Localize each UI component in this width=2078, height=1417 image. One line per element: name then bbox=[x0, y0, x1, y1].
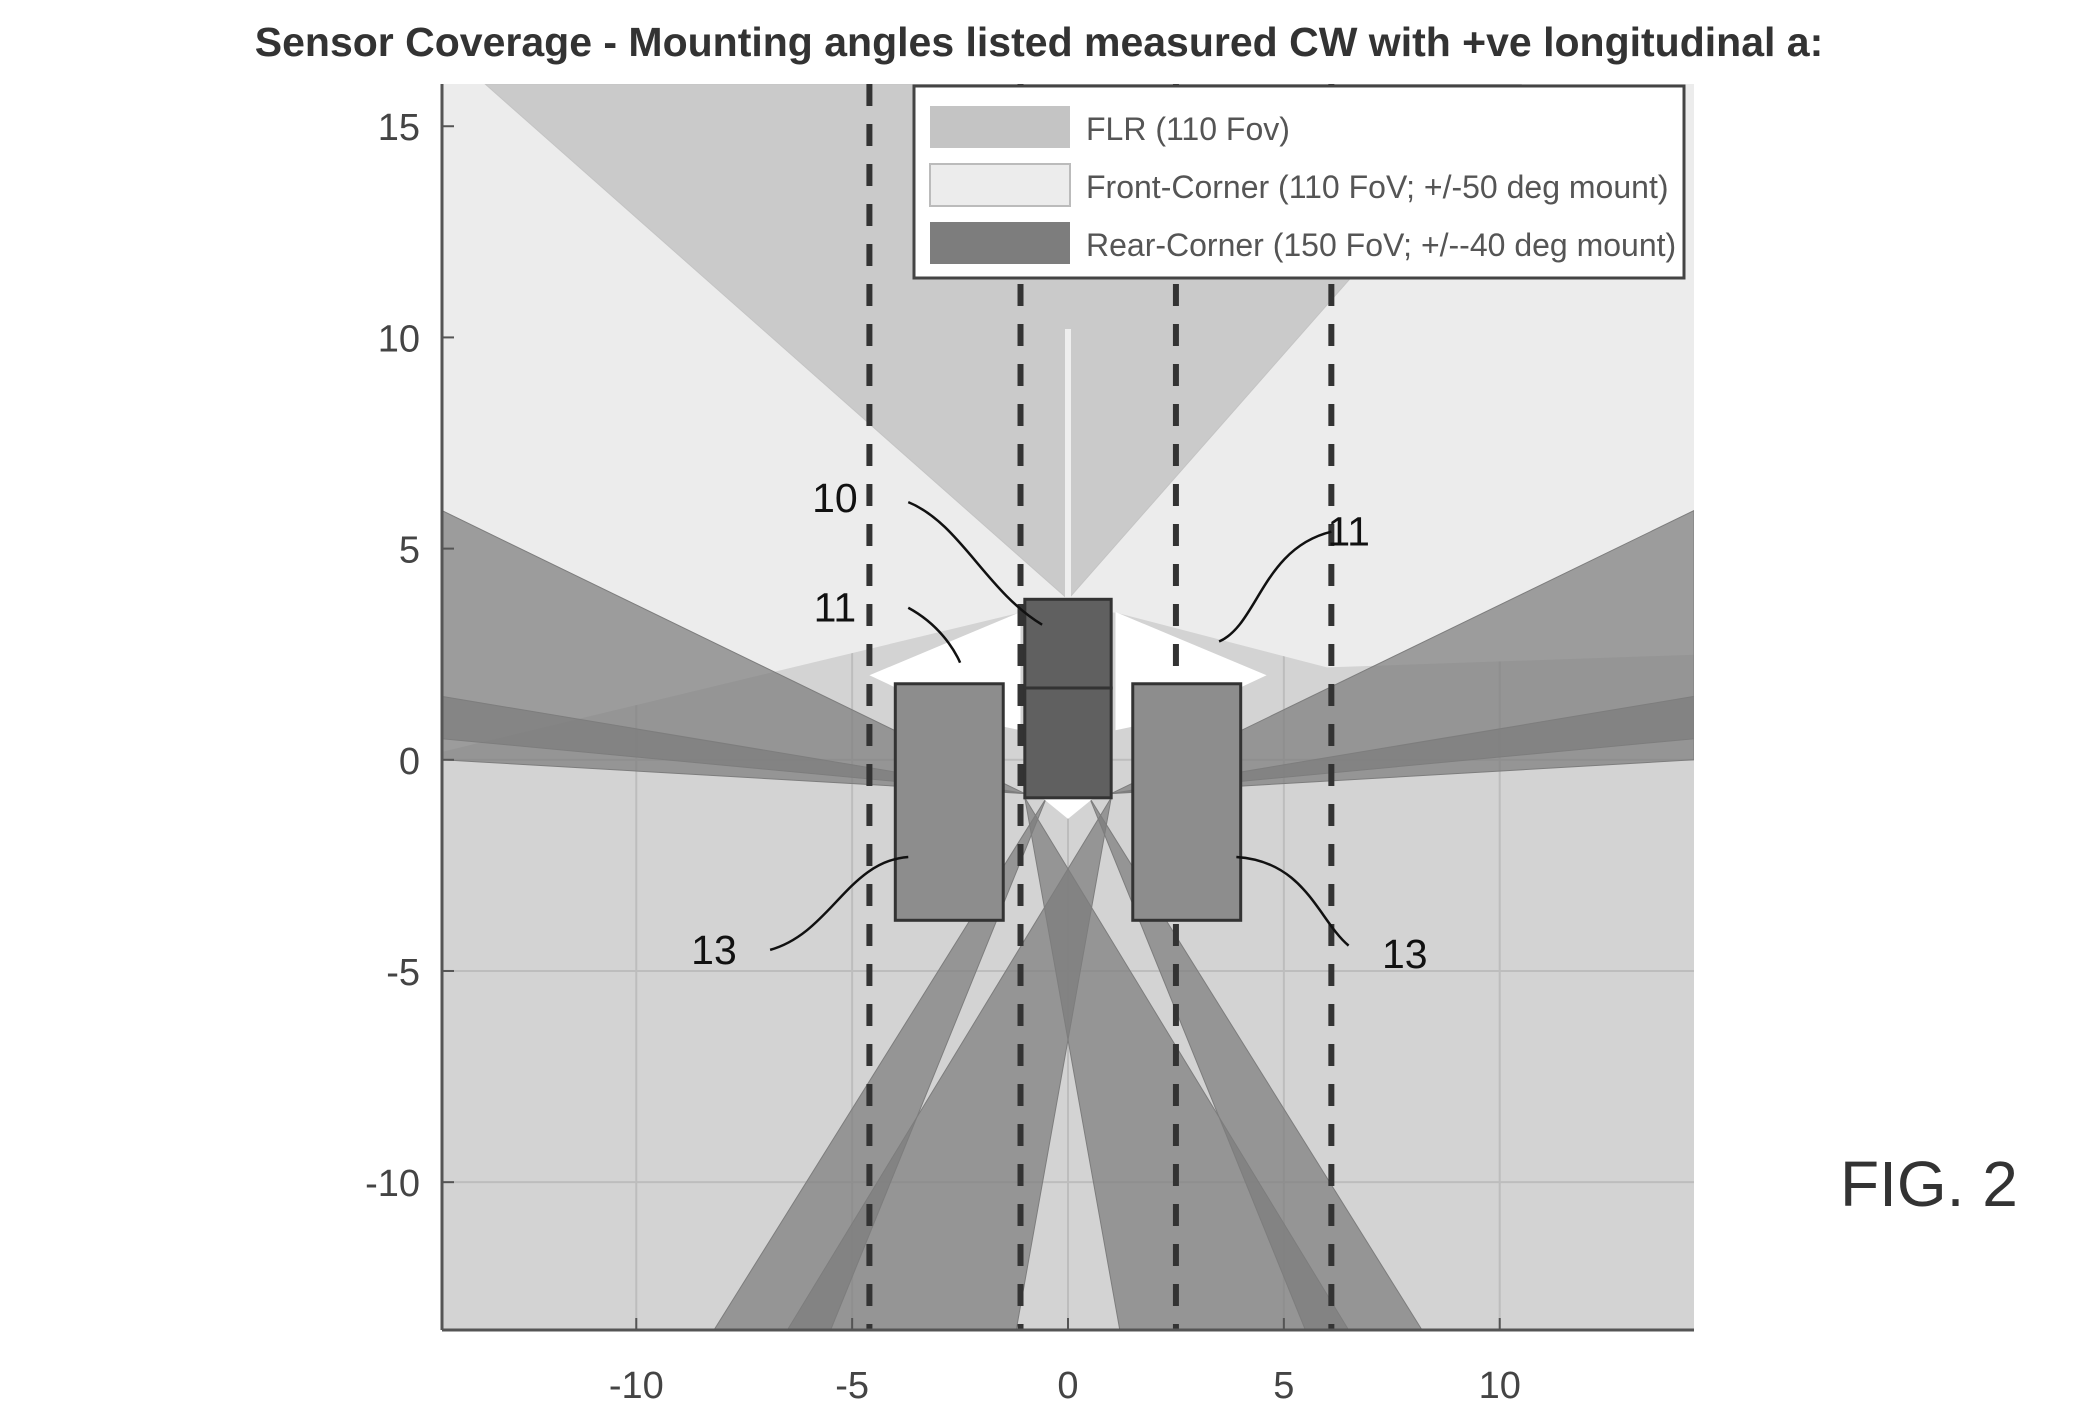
rear-corner-coverage bbox=[442, 510, 1694, 1330]
y-tick-label: 10 bbox=[378, 318, 420, 360]
x-tick-label: -10 bbox=[609, 1365, 664, 1407]
callout-label: 11 bbox=[814, 585, 857, 631]
legend-swatch-rear-corner bbox=[930, 222, 1070, 264]
callout-annotations: 10 11 11 13 13 bbox=[691, 475, 1427, 977]
y-tick-label: 15 bbox=[378, 107, 420, 149]
legend-label-front-corner: Front-Corner (110 FoV; +/-50 deg mount) bbox=[1086, 169, 1668, 205]
x-tick-label: 10 bbox=[1479, 1365, 1521, 1407]
legend-swatch-flr bbox=[930, 106, 1070, 148]
blind-zone-polygon bbox=[1042, 797, 1094, 819]
legend-label-rear-corner: Rear-Corner (150 FoV; +/--40 deg mount) bbox=[1086, 227, 1676, 263]
callout-leader-line bbox=[907, 500, 1043, 626]
rear-corner-fov-polygon bbox=[1089, 797, 1423, 1330]
y-tick-label: -5 bbox=[386, 952, 420, 994]
callout-label: 11 bbox=[1327, 509, 1370, 555]
legend-label-flr: FLR (110 Fov) bbox=[1086, 111, 1290, 147]
rear-corner-fov-polygon bbox=[1024, 797, 1350, 1330]
callout-label: 13 bbox=[691, 927, 737, 973]
chart-title: Sensor Coverage - Mounting angles listed… bbox=[255, 19, 1824, 65]
rear-corner-fov-polygon bbox=[442, 695, 1025, 795]
rear-corner-fov-polygon bbox=[1111, 695, 1694, 795]
legend: FLR (110 Fov) Front-Corner (110 FoV; +/-… bbox=[912, 84, 1686, 280]
x-tick-label: 0 bbox=[1057, 1365, 1078, 1407]
callout-leader-line bbox=[1218, 530, 1332, 643]
rear-corner-fov-polygon bbox=[786, 797, 1112, 1330]
callout-label: 10 bbox=[812, 475, 858, 521]
x-tick-label: -5 bbox=[835, 1365, 869, 1407]
vehicle-rear-box bbox=[1023, 686, 1113, 800]
vehicle-front-box bbox=[1023, 597, 1113, 690]
legend-swatch-front-corner bbox=[929, 163, 1071, 207]
callout-leader-line bbox=[1236, 855, 1350, 947]
rear-corner-fov-polygon bbox=[713, 797, 1047, 1330]
wheel-box bbox=[1131, 682, 1243, 922]
y-tick-label: -10 bbox=[365, 1163, 420, 1205]
wheel-box bbox=[893, 682, 1005, 922]
y-tick-label: 5 bbox=[399, 530, 420, 572]
vehicle-boxes bbox=[893, 597, 1243, 922]
x-tick-label: 5 bbox=[1273, 1365, 1294, 1407]
callout-label: 13 bbox=[1382, 931, 1428, 977]
axes: -10 -5 0 5 10 15 10 5 0 -5 -10 bbox=[365, 84, 1694, 1407]
callout-leader-line bbox=[907, 606, 962, 664]
y-tick-label: 0 bbox=[399, 741, 420, 783]
dashed-lane-lines bbox=[866, 84, 1335, 1330]
callout-leader-line bbox=[769, 855, 909, 952]
figure-label: FIG. 2 bbox=[1840, 1148, 2018, 1220]
